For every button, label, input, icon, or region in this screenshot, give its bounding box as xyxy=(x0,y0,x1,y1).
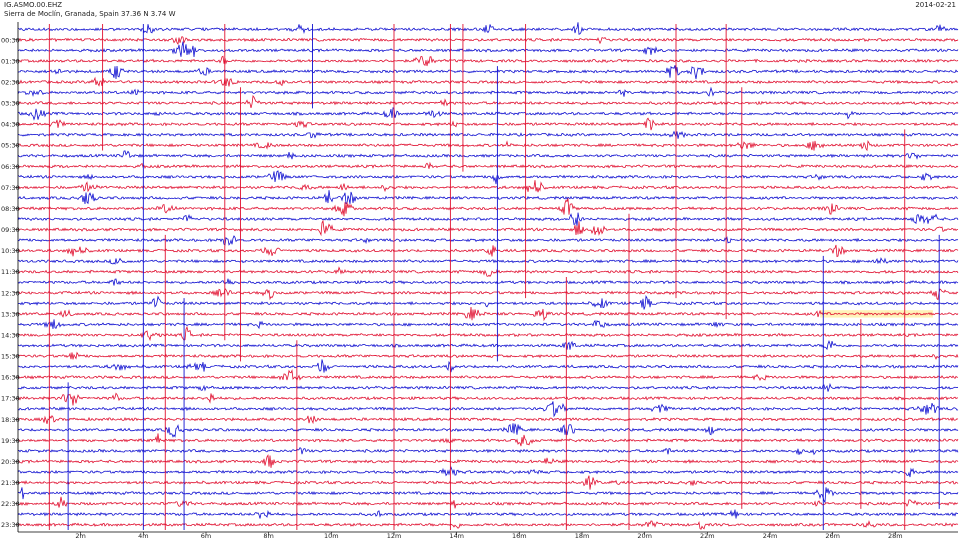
seismic-trace xyxy=(17,496,959,509)
station-code: IG.ASMO.00.EHZ xyxy=(4,1,63,9)
seismic-trace xyxy=(17,475,959,490)
seismic-trace xyxy=(17,139,959,152)
x-tick-label: 4m xyxy=(138,532,148,540)
y-tick-label: 13:30 xyxy=(1,310,20,318)
y-tick-label: 08:30 xyxy=(1,205,20,213)
seismic-trace xyxy=(17,509,959,519)
seismic-trace xyxy=(17,359,959,373)
seismic-trace xyxy=(17,212,959,227)
seismic-trace xyxy=(17,294,959,310)
seismic-trace xyxy=(17,319,959,330)
seismic-trace xyxy=(17,190,959,205)
seismic-trace xyxy=(17,65,959,80)
station-location: Sierra de Moclín, Granada, Spain 37.36 N… xyxy=(4,10,176,18)
y-tick-label: 01:30 xyxy=(1,57,20,65)
seismic-trace xyxy=(17,447,959,456)
y-tick-label: 22:30 xyxy=(1,500,20,508)
y-tick-label: 21:30 xyxy=(1,479,20,487)
seismic-trace xyxy=(17,198,959,217)
x-tick-label: 14m xyxy=(449,532,464,540)
seismic-trace xyxy=(17,423,959,438)
seismic-trace xyxy=(17,266,959,277)
seismic-trace xyxy=(17,219,959,237)
seismic-trace xyxy=(17,95,959,109)
x-tick-label: 18m xyxy=(575,532,590,540)
y-tick-label: 03:30 xyxy=(1,100,20,108)
seismic-trace xyxy=(17,161,959,169)
x-tick-label: 12m xyxy=(387,532,402,540)
seismic-trace xyxy=(17,130,959,139)
x-tick-label: 10m xyxy=(324,532,339,540)
record-date: 2014-02-21 xyxy=(915,1,956,9)
y-tick-label: 14:30 xyxy=(1,331,20,339)
y-tick-label: 06:30 xyxy=(1,163,20,171)
x-tick-label: 2m xyxy=(75,532,85,540)
seismic-trace xyxy=(17,244,959,258)
seismic-trace xyxy=(17,86,959,98)
x-tick-label: 22m xyxy=(700,532,715,540)
seismic-trace xyxy=(17,392,959,406)
y-tick-label: 23:30 xyxy=(1,521,20,529)
seismic-trace xyxy=(17,414,959,425)
seismic-trace xyxy=(17,180,959,193)
axis-layer: 00:30 01:30 02:30 03:30 04:30 05:30 06:30 07:30… xyxy=(1,22,958,540)
seismic-trace xyxy=(17,454,959,468)
seismic-trace xyxy=(17,487,959,504)
seismic-trace xyxy=(17,401,959,418)
seismic-trace xyxy=(17,76,959,87)
seismic-trace xyxy=(17,307,959,322)
seismic-trace xyxy=(17,117,959,131)
seismic-trace xyxy=(17,382,959,392)
x-tick-label: 20m xyxy=(637,532,652,540)
y-tick-label: 15:30 xyxy=(1,353,20,361)
seismic-trace xyxy=(17,339,959,351)
seismic-trace xyxy=(17,41,959,58)
y-tick-label: 19:30 xyxy=(1,437,20,445)
seismic-trace xyxy=(17,235,959,246)
seismic-trace xyxy=(17,55,959,67)
x-tick-label: 24m xyxy=(763,532,778,540)
y-tick-label: 02:30 xyxy=(1,78,20,86)
x-tick-label: 6m xyxy=(201,532,211,540)
y-tick-label: 10:30 xyxy=(1,247,20,255)
trace-layer xyxy=(17,22,959,530)
y-tick-label: 04:30 xyxy=(1,121,20,129)
seismic-trace xyxy=(17,433,959,447)
y-tick-label: 09:30 xyxy=(1,226,20,234)
seismic-trace xyxy=(17,35,959,46)
y-tick-label: 18:30 xyxy=(1,416,20,424)
x-tick-label: 8m xyxy=(263,532,273,540)
seismic-trace xyxy=(17,325,959,342)
seismic-trace xyxy=(17,351,959,360)
seismic-trace xyxy=(17,369,959,381)
y-tick-label: 07:30 xyxy=(1,184,20,192)
y-tick-label: 00:30 xyxy=(1,36,20,44)
x-tick-label: 26m xyxy=(825,532,840,540)
seismic-trace xyxy=(17,278,959,286)
x-tick-label: 28m xyxy=(888,532,903,540)
seismic-trace xyxy=(17,107,959,121)
x-tick-label: 16m xyxy=(512,532,527,540)
y-tick-label: 20:30 xyxy=(1,458,20,466)
seismic-trace xyxy=(17,150,959,160)
seismic-trace xyxy=(18,22,959,35)
seismic-trace xyxy=(17,170,959,185)
y-tick-label: 05:30 xyxy=(1,142,20,150)
seismic-trace xyxy=(17,465,959,478)
y-tick-label: 11:30 xyxy=(1,268,20,276)
seismic-trace xyxy=(17,287,959,301)
seismic-trace xyxy=(17,520,959,530)
y-tick-label: 12:30 xyxy=(1,289,20,297)
y-tick-label: 16:30 xyxy=(1,374,20,382)
seismic-trace xyxy=(17,257,959,265)
y-tick-label: 17:30 xyxy=(1,395,20,403)
